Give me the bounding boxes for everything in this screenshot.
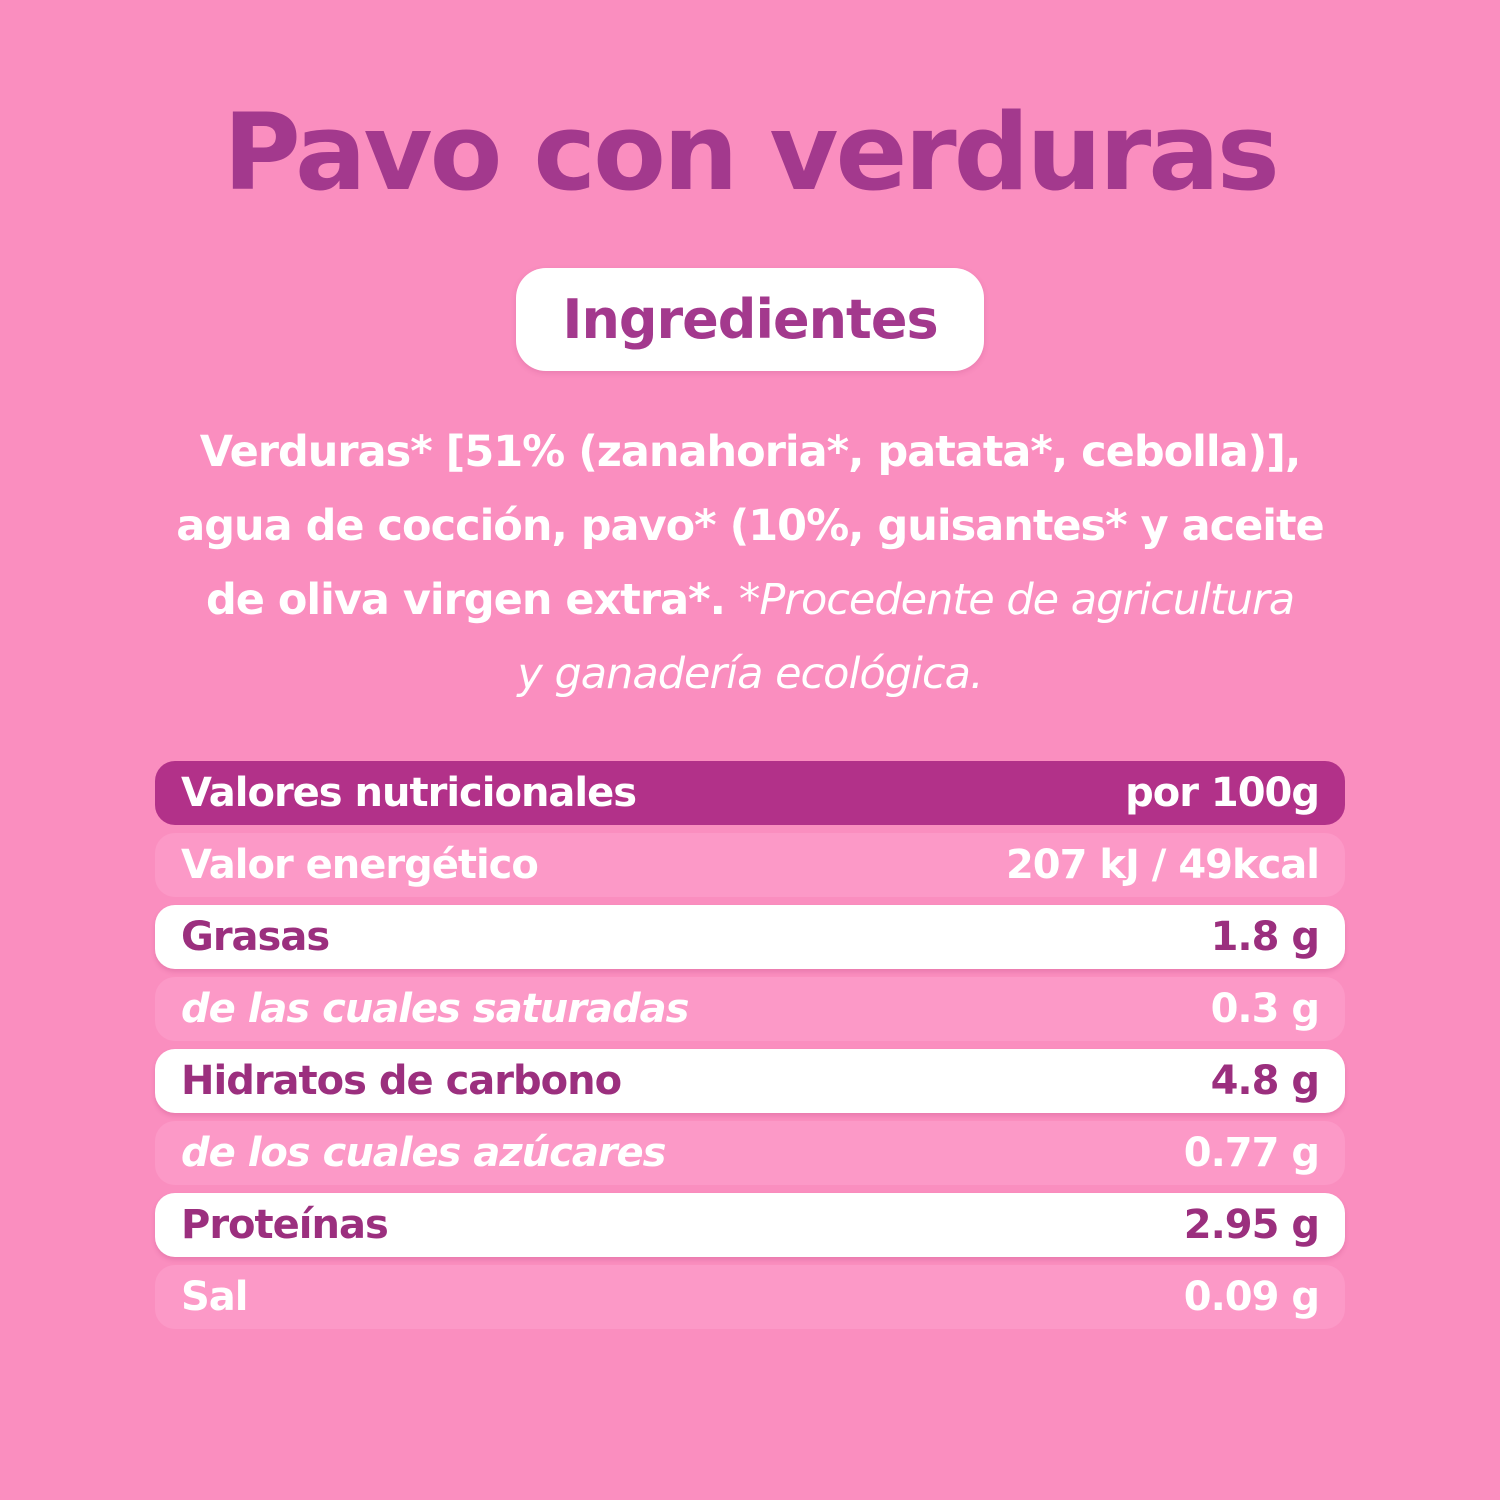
- ingredients-bold-text: de oliva virgen extra*.: [205, 575, 739, 626]
- row-value: 4.8 g: [1210, 1058, 1320, 1105]
- row-label: Hidratos de carbono: [181, 1058, 622, 1105]
- table-row-sugars: de los cuales azúcares 0.77 g: [155, 1121, 1345, 1186]
- ingredients-italic-text: y ganadería ecológica.: [517, 649, 983, 700]
- ingredients-line: Verduras* [51% (zanahoria*, patata*, ceb…: [155, 415, 1345, 489]
- nutrition-table: Valores nutricionales por 100g Valor ene…: [155, 761, 1345, 1330]
- row-value: 0.3 g: [1210, 986, 1320, 1033]
- table-header-unit: por 100g: [1125, 770, 1320, 817]
- row-value: 0.09 g: [1183, 1274, 1320, 1321]
- table-row-energy: Valor energético 207 kJ / 49kcal: [155, 833, 1345, 898]
- ingredients-line: de oliva virgen extra*. *Procedente de a…: [155, 563, 1345, 637]
- ingredients-badge-container: Ingredientes: [0, 268, 1500, 372]
- row-label: de los cuales azúcares: [181, 1130, 666, 1177]
- row-value: 0.77 g: [1183, 1130, 1320, 1177]
- ingredients-italic-text: *Procedente de agricultura: [738, 575, 1295, 626]
- table-row-fat: Grasas 1.8 g: [155, 905, 1345, 970]
- row-label: Valor energético: [181, 842, 539, 889]
- table-header-label: Valores nutricionales: [181, 770, 637, 817]
- row-value: 1.8 g: [1210, 914, 1320, 961]
- table-row-salt: Sal 0.09 g: [155, 1265, 1345, 1330]
- table-row-protein: Proteínas 2.95 g: [155, 1193, 1345, 1258]
- row-value: 2.95 g: [1183, 1202, 1320, 1249]
- ingredients-text: Verduras* [51% (zanahoria*, patata*, ceb…: [155, 415, 1345, 711]
- ingredients-line: y ganadería ecológica.: [155, 637, 1345, 711]
- row-label: Grasas: [181, 914, 330, 961]
- page-title: Pavo con verduras: [223, 91, 1280, 214]
- row-value: 207 kJ / 49kcal: [1005, 842, 1320, 889]
- ingredients-bold-text: Verduras* [51% (zanahoria*, patata*, ceb…: [199, 427, 1302, 478]
- ingredients-bold-text: agua de cocción, pavo* (10%, guisantes* …: [176, 501, 1324, 552]
- row-label: Sal: [181, 1274, 249, 1321]
- row-label: de las cuales saturadas: [181, 986, 689, 1033]
- ingredients-line: agua de cocción, pavo* (10%, guisantes* …: [155, 489, 1345, 563]
- table-row-carbohydrates: Hidratos de carbono 4.8 g: [155, 1049, 1345, 1114]
- nutrition-table-header: Valores nutricionales por 100g: [155, 761, 1345, 826]
- table-row-saturated-fat: de las cuales saturadas 0.3 g: [155, 977, 1345, 1042]
- row-label: Proteínas: [181, 1202, 389, 1249]
- ingredients-badge: Ingredientes: [516, 268, 984, 372]
